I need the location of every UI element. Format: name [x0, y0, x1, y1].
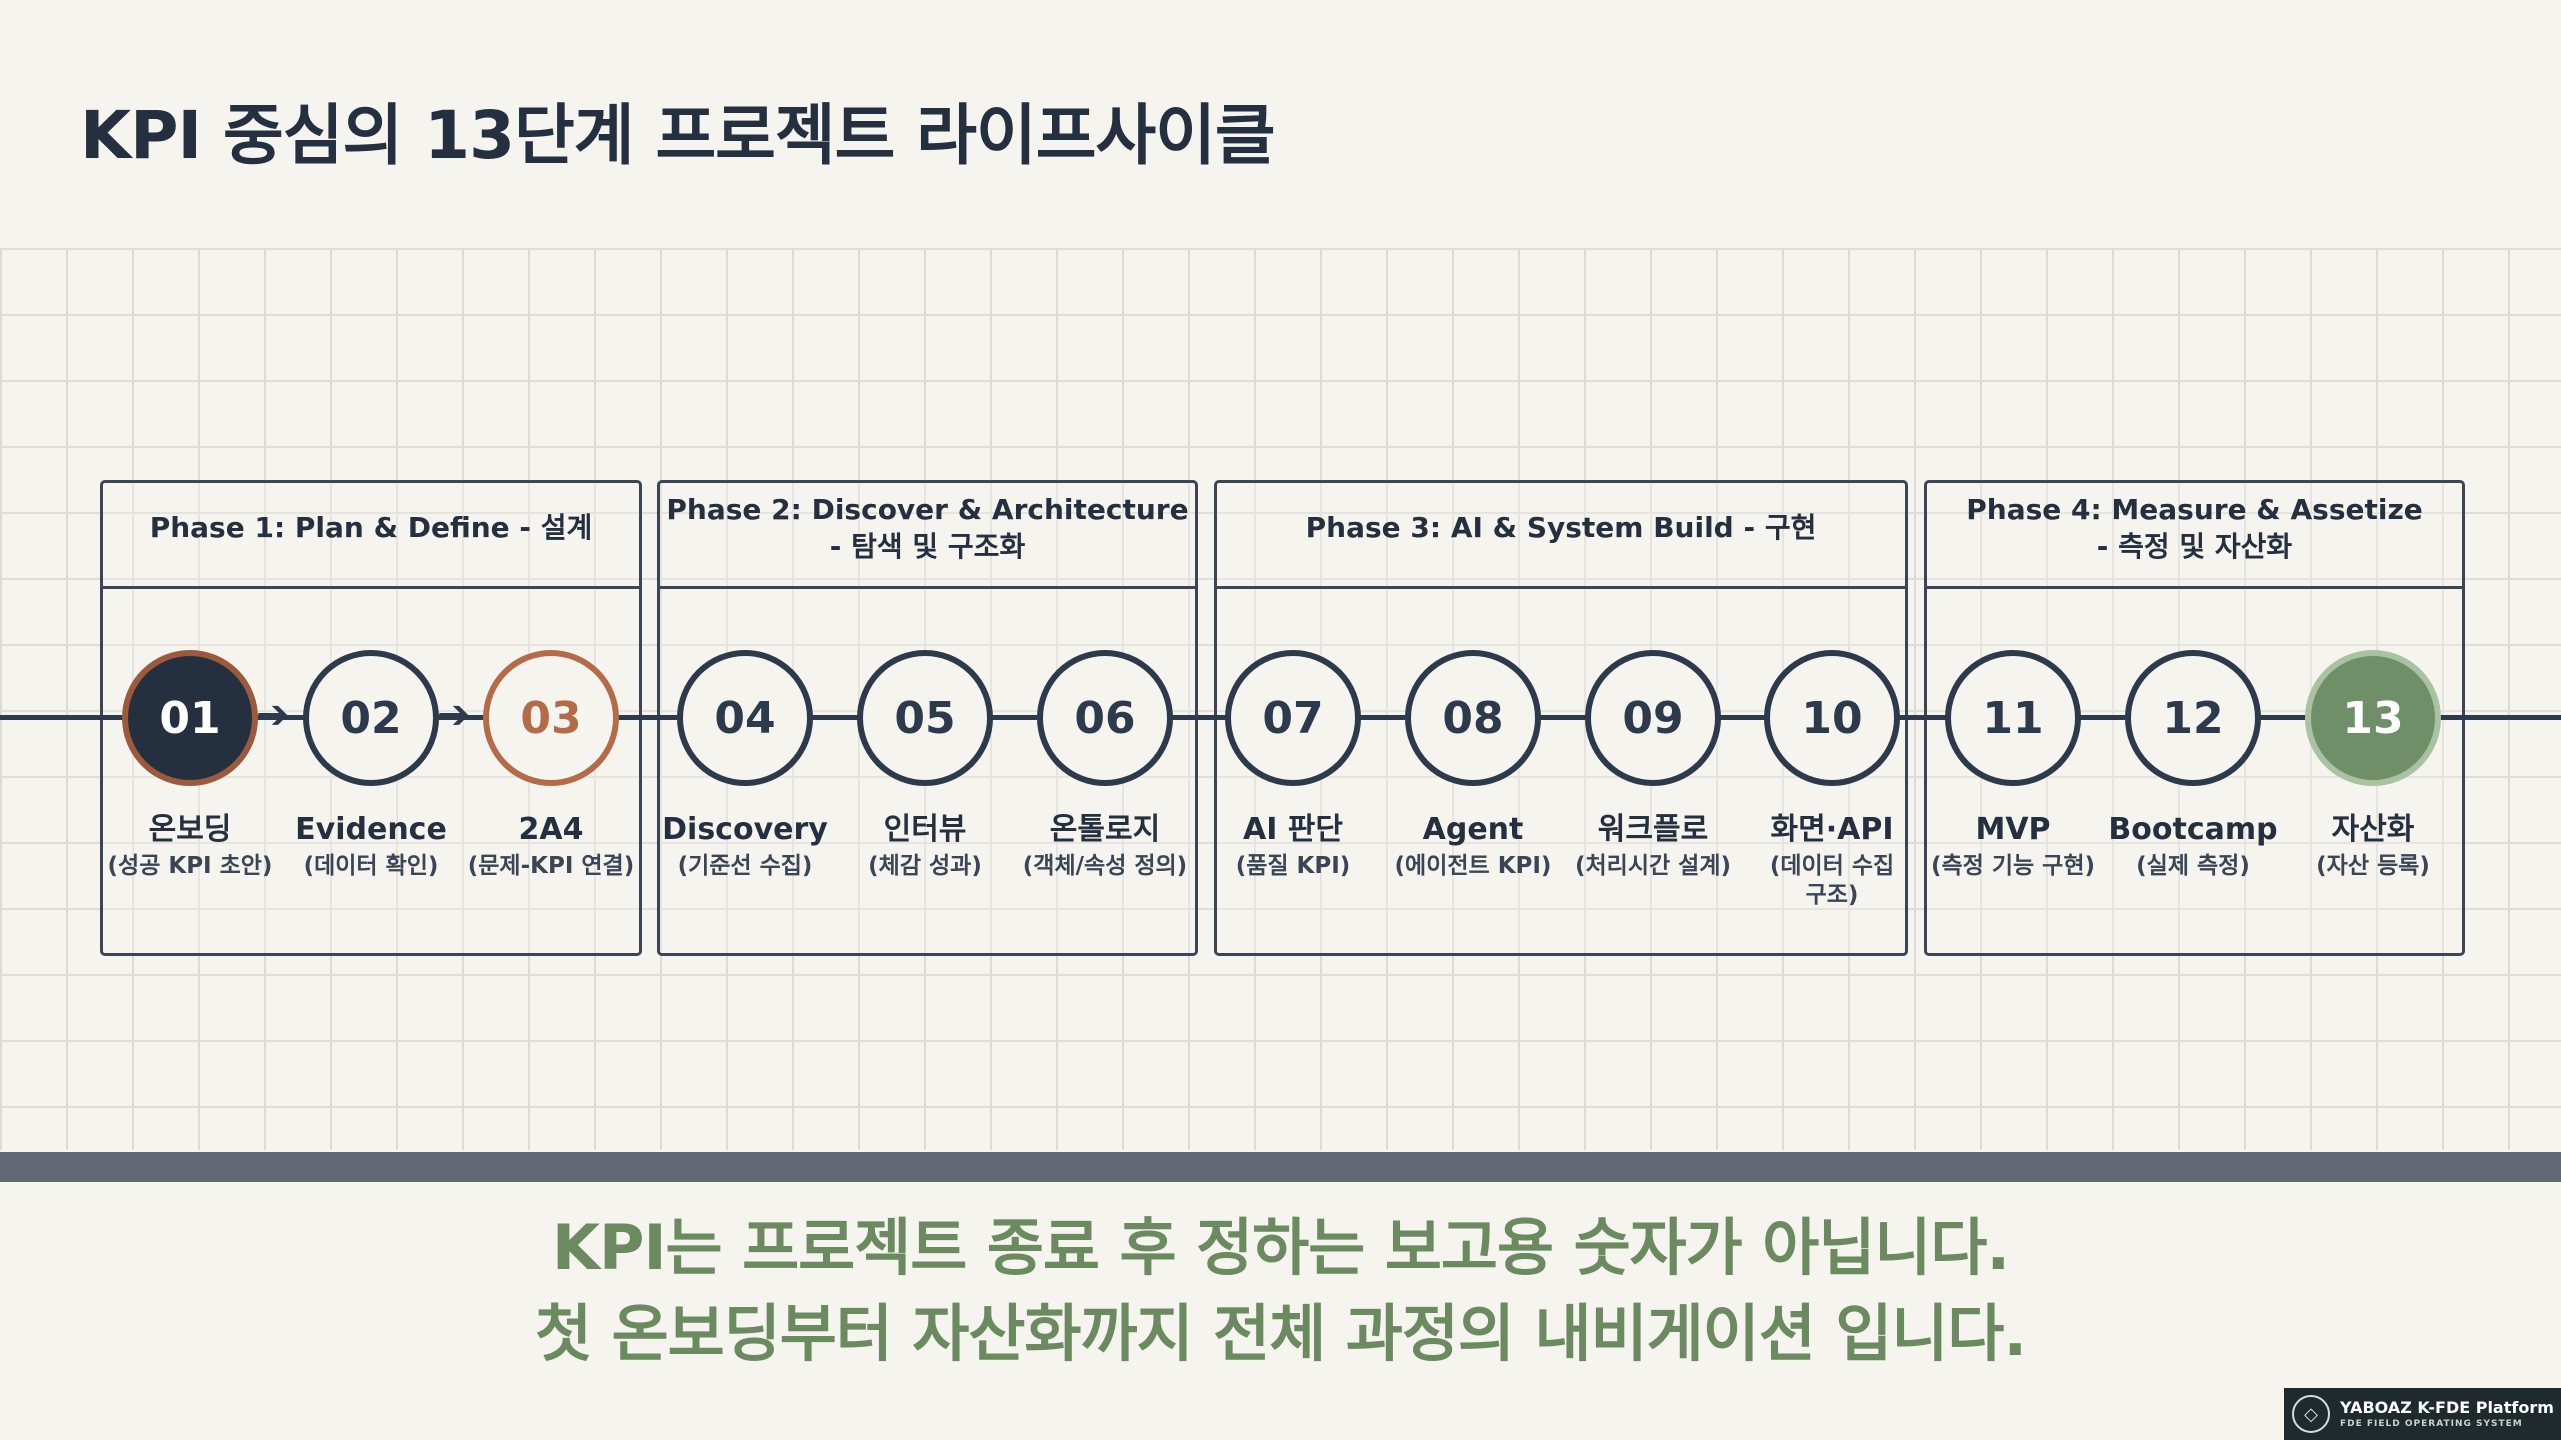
step-number: 02: [340, 692, 402, 744]
step-number: 06: [1074, 692, 1136, 744]
step-06-label: 온톨로지 (객체/속성 정의): [1010, 810, 1200, 881]
platform-badge: ◇ YABOAZ K-FDE Platform FDE FIELD OPERAT…: [2284, 1388, 2561, 1440]
step-number: 01: [159, 692, 221, 744]
platform-name: YABOAZ K-FDE Platform: [2340, 1397, 2554, 1417]
message-line-2: 첫 온보딩부터 자산화까지 전체 과정의 내비게이션 입니다.: [534, 1297, 2027, 1370]
step-desc: (문제-KPI 연결): [467, 853, 635, 879]
step-number: 10: [1801, 692, 1863, 744]
step-name: Agent: [1422, 812, 1524, 847]
step-desc: (측정 기능 구현): [1931, 853, 2095, 879]
step-name: 화면·API: [1770, 812, 1894, 847]
step-name: Discovery: [662, 812, 828, 847]
step-number: 12: [2162, 692, 2224, 744]
phase-1-header: Phase 1: Plan & Define - 설계: [103, 483, 639, 589]
step-12-label: Bootcamp (실제 측정): [2098, 810, 2288, 881]
phase-3-header: Phase 3: AI & System Build - 구현: [1217, 483, 1905, 589]
phase-4-label: Phase 4: Measure & Assetize - 측정 및 자산화: [1966, 492, 2423, 563]
step-name: 2A4: [518, 812, 584, 847]
step-number: 03: [520, 692, 582, 744]
step-13-node: 13: [2305, 650, 2441, 786]
phase-1-label: Phase 1: Plan & Define - 설계: [149, 511, 593, 544]
step-05-label: 인터뷰 (체감 성과): [830, 810, 1020, 881]
step-08-node: 08: [1405, 650, 1541, 786]
step-02-node: 02: [303, 650, 439, 786]
step-07-label: AI 판단 (품질 KPI): [1198, 810, 1388, 881]
step-name: Bootcamp: [2108, 812, 2278, 847]
step-number: 04: [714, 692, 776, 744]
step-name: 워크플로: [1597, 812, 1709, 847]
step-09-label: 워크플로 (처리시간 설계): [1558, 810, 1748, 881]
step-number: 09: [1622, 692, 1684, 744]
step-name: AI 판단: [1242, 812, 1344, 847]
step-04-node: 04: [677, 650, 813, 786]
step-03-label: 2A4 (문제-KPI 연결): [456, 810, 646, 881]
arrow-right-icon: ➔: [256, 692, 290, 738]
platform-logo-icon: ◇: [2292, 1395, 2330, 1433]
step-04-label: Discovery (기준선 수집): [650, 810, 840, 881]
step-05-node: 05: [857, 650, 993, 786]
step-desc: (체감 성과): [868, 853, 982, 879]
step-07-node: 07: [1225, 650, 1361, 786]
step-01-node: 01: [122, 650, 258, 786]
arrow-right-icon: ➔: [437, 692, 471, 738]
step-01-label: 온보딩 (성공 KPI 초안): [95, 810, 285, 881]
step-desc: (기준선 수집): [677, 853, 813, 879]
phase-2-header: Phase 2: Discover & Architecture - 탐색 및 …: [660, 483, 1195, 589]
step-name: Evidence: [295, 812, 447, 847]
page-title: KPI 중심의 13단계 프로젝트 라이프사이클: [80, 97, 1276, 174]
step-name: 인터뷰: [883, 812, 967, 847]
step-03-node: 03: [483, 650, 619, 786]
step-number: 13: [2342, 692, 2404, 744]
step-desc: (데이터 확인): [303, 853, 439, 879]
platform-tagline: FDE FIELD OPERATING SYSTEM: [2340, 1418, 2523, 1429]
step-12-node: 12: [2125, 650, 2261, 786]
step-13-label: 자산화 (자산 등록): [2278, 810, 2468, 881]
step-06-node: 06: [1037, 650, 1173, 786]
step-name: MVP: [1975, 812, 2051, 847]
step-11-label: MVP (측정 기능 구현): [1918, 810, 2108, 881]
step-desc: (에이전트 KPI): [1394, 853, 1552, 879]
step-name: 온보딩: [148, 812, 232, 847]
step-name: 자산화: [2331, 812, 2415, 847]
step-desc: (실제 측정): [2136, 853, 2250, 879]
phase-4-header: Phase 4: Measure & Assetize - 측정 및 자산화: [1927, 483, 2462, 589]
step-desc: (객체/속성 정의): [1022, 853, 1188, 879]
step-name: 온톨로지: [1049, 812, 1161, 847]
step-number: 07: [1262, 692, 1324, 744]
step-10-node: 10: [1764, 650, 1900, 786]
step-number: 05: [894, 692, 956, 744]
step-02-label: Evidence (데이터 확인): [276, 810, 466, 881]
phase-2-label: Phase 2: Discover & Architecture - 탐색 및 …: [666, 492, 1189, 563]
step-number: 11: [1982, 692, 2044, 744]
phase-3-label: Phase 3: AI & System Build - 구현: [1305, 511, 1817, 544]
message-line-1: KPI는 프로젝트 종료 후 정하는 보고용 숫자가 아닙니다.: [551, 1211, 2010, 1284]
step-number: 08: [1442, 692, 1504, 744]
step-11-node: 11: [1945, 650, 2081, 786]
step-desc: (처리시간 설계): [1575, 853, 1731, 879]
step-desc: (성공 KPI 초안): [107, 853, 273, 879]
step-desc: (자산 등록): [2316, 853, 2430, 879]
step-10-label: 화면·API (데이터 수집 구조): [1737, 810, 1927, 910]
step-09-node: 09: [1585, 650, 1721, 786]
step-desc: (품질 KPI): [1235, 853, 1351, 879]
step-desc: (데이터 수집 구조): [1769, 853, 1895, 908]
step-08-label: Agent (에이전트 KPI): [1378, 810, 1568, 881]
divider-band: [0, 1152, 2561, 1182]
